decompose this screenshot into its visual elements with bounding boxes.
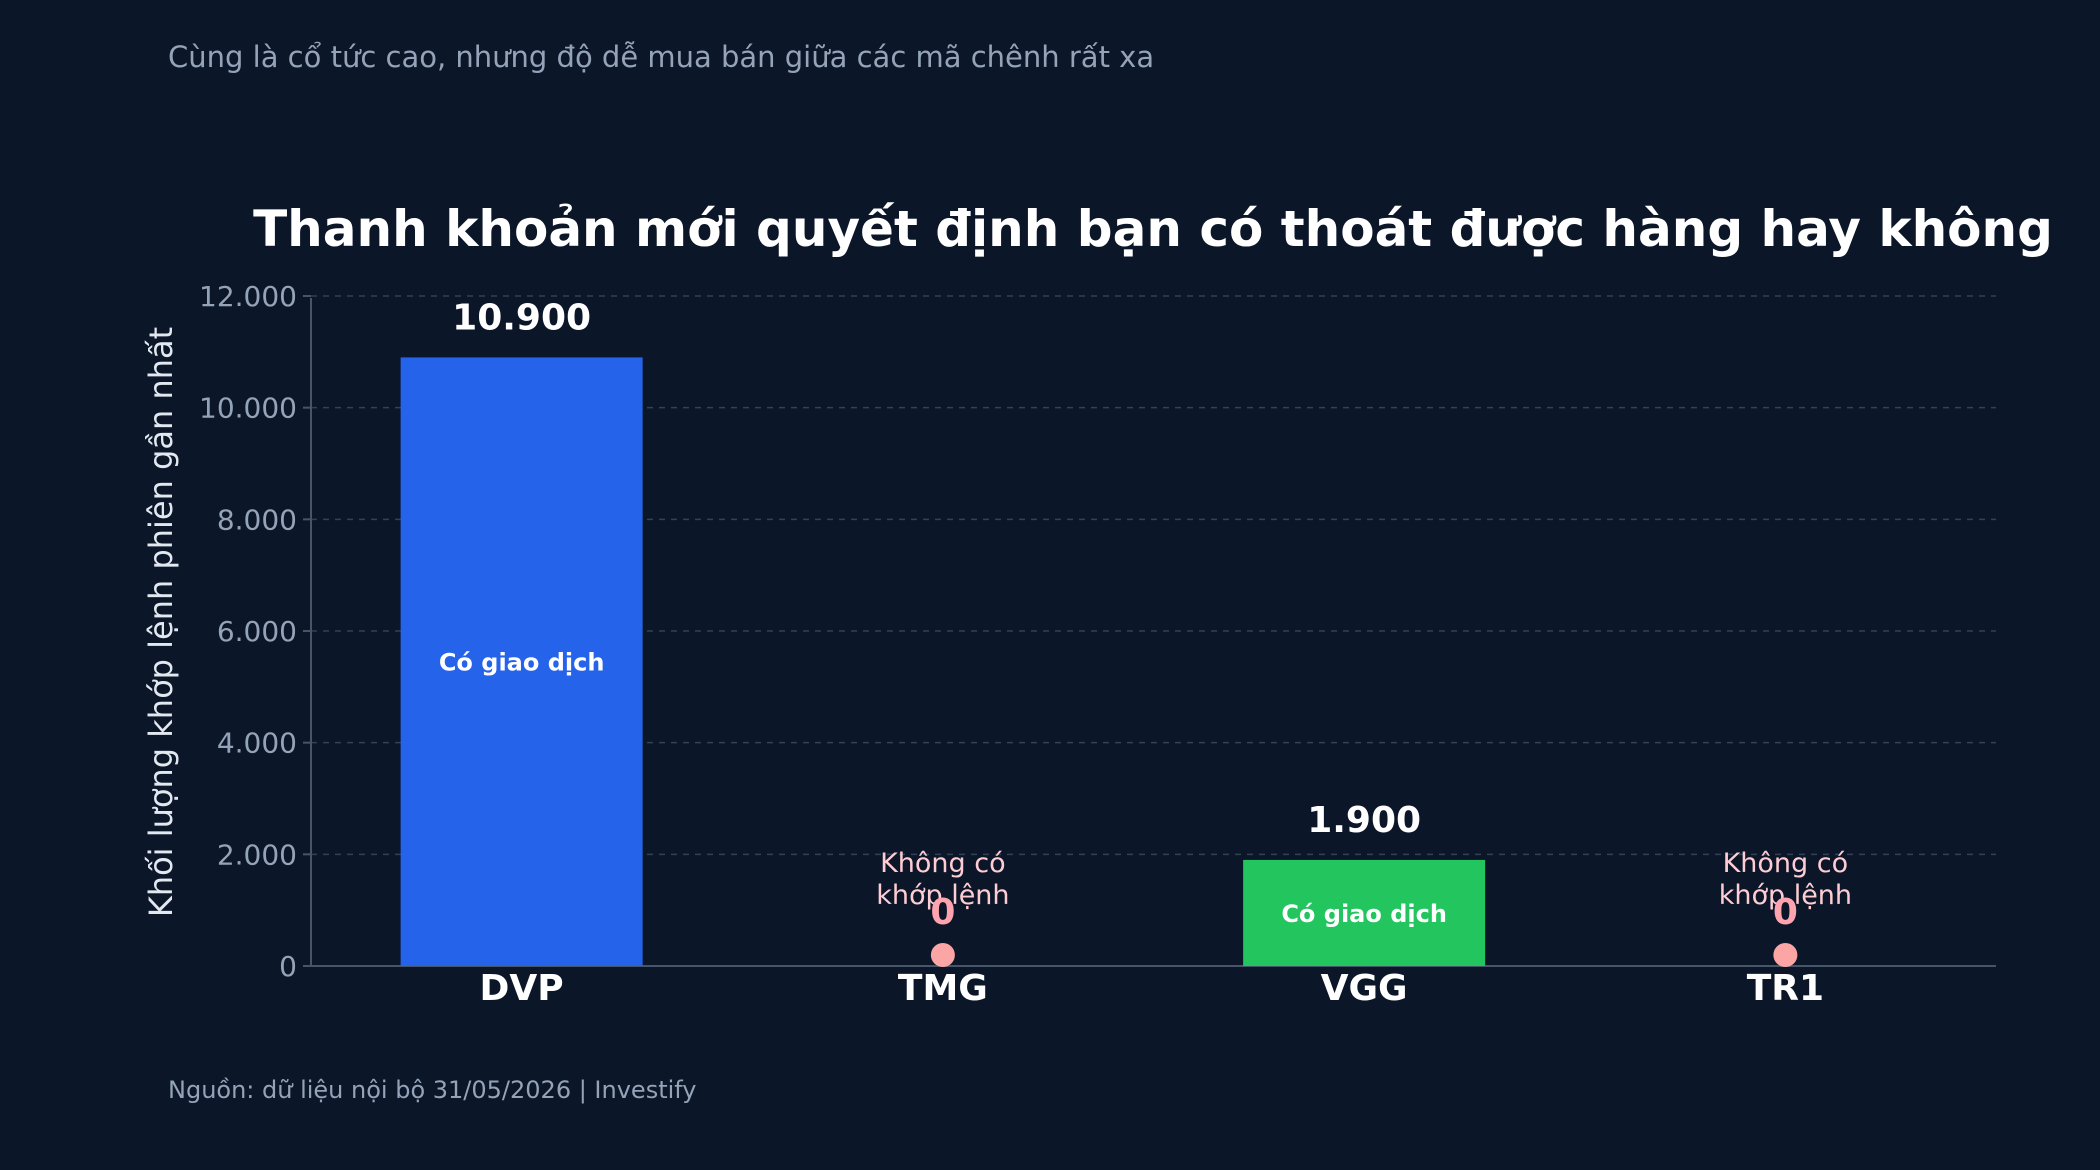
bar: [1243, 859, 1486, 966]
chart-title: Thanh khoản mới quyết định bạn có thoát …: [253, 200, 2053, 258]
source-note: Nguồn: dữ liệu nội bộ 31/05/2026 | Inves…: [168, 1076, 697, 1104]
x-tick-label: VGG: [1321, 968, 1408, 1009]
chart-subtitle: Cùng là cổ tức cao, nhưng độ dễ mua bán …: [168, 40, 1155, 74]
y-axis-label: Khối lượng khớp lệnh phiên gần nhất: [142, 327, 180, 917]
y-tick-label: 12.000: [199, 280, 297, 313]
bar-note: Không có khớp lệnh: [1719, 848, 1852, 911]
zero-marker: [930, 943, 955, 967]
value-label: 0: [930, 892, 955, 933]
zero-marker: [1773, 943, 1798, 967]
x-tick-label: TMG: [898, 968, 988, 1009]
bar-note: Có giao dịch: [439, 649, 605, 677]
value-label: 0: [1773, 892, 1798, 933]
bar: [400, 357, 643, 967]
y-tick-label: 8.000: [217, 503, 297, 536]
y-tick-label: 10.000: [199, 392, 297, 425]
value-label: 1.900: [1307, 800, 1421, 841]
value-label: 10.900: [452, 297, 591, 338]
y-tick-label: 0: [279, 950, 297, 983]
x-tick-label: DVP: [480, 968, 564, 1009]
bar-note: Có giao dịch: [1281, 900, 1447, 928]
y-tick-label: 4.000: [217, 727, 297, 760]
y-tick-label: 2.000: [217, 838, 297, 871]
y-tick-label: 6.000: [217, 615, 297, 648]
x-tick-label: TR1: [1747, 968, 1824, 1009]
bar-note: Không có khớp lệnh: [876, 848, 1009, 911]
